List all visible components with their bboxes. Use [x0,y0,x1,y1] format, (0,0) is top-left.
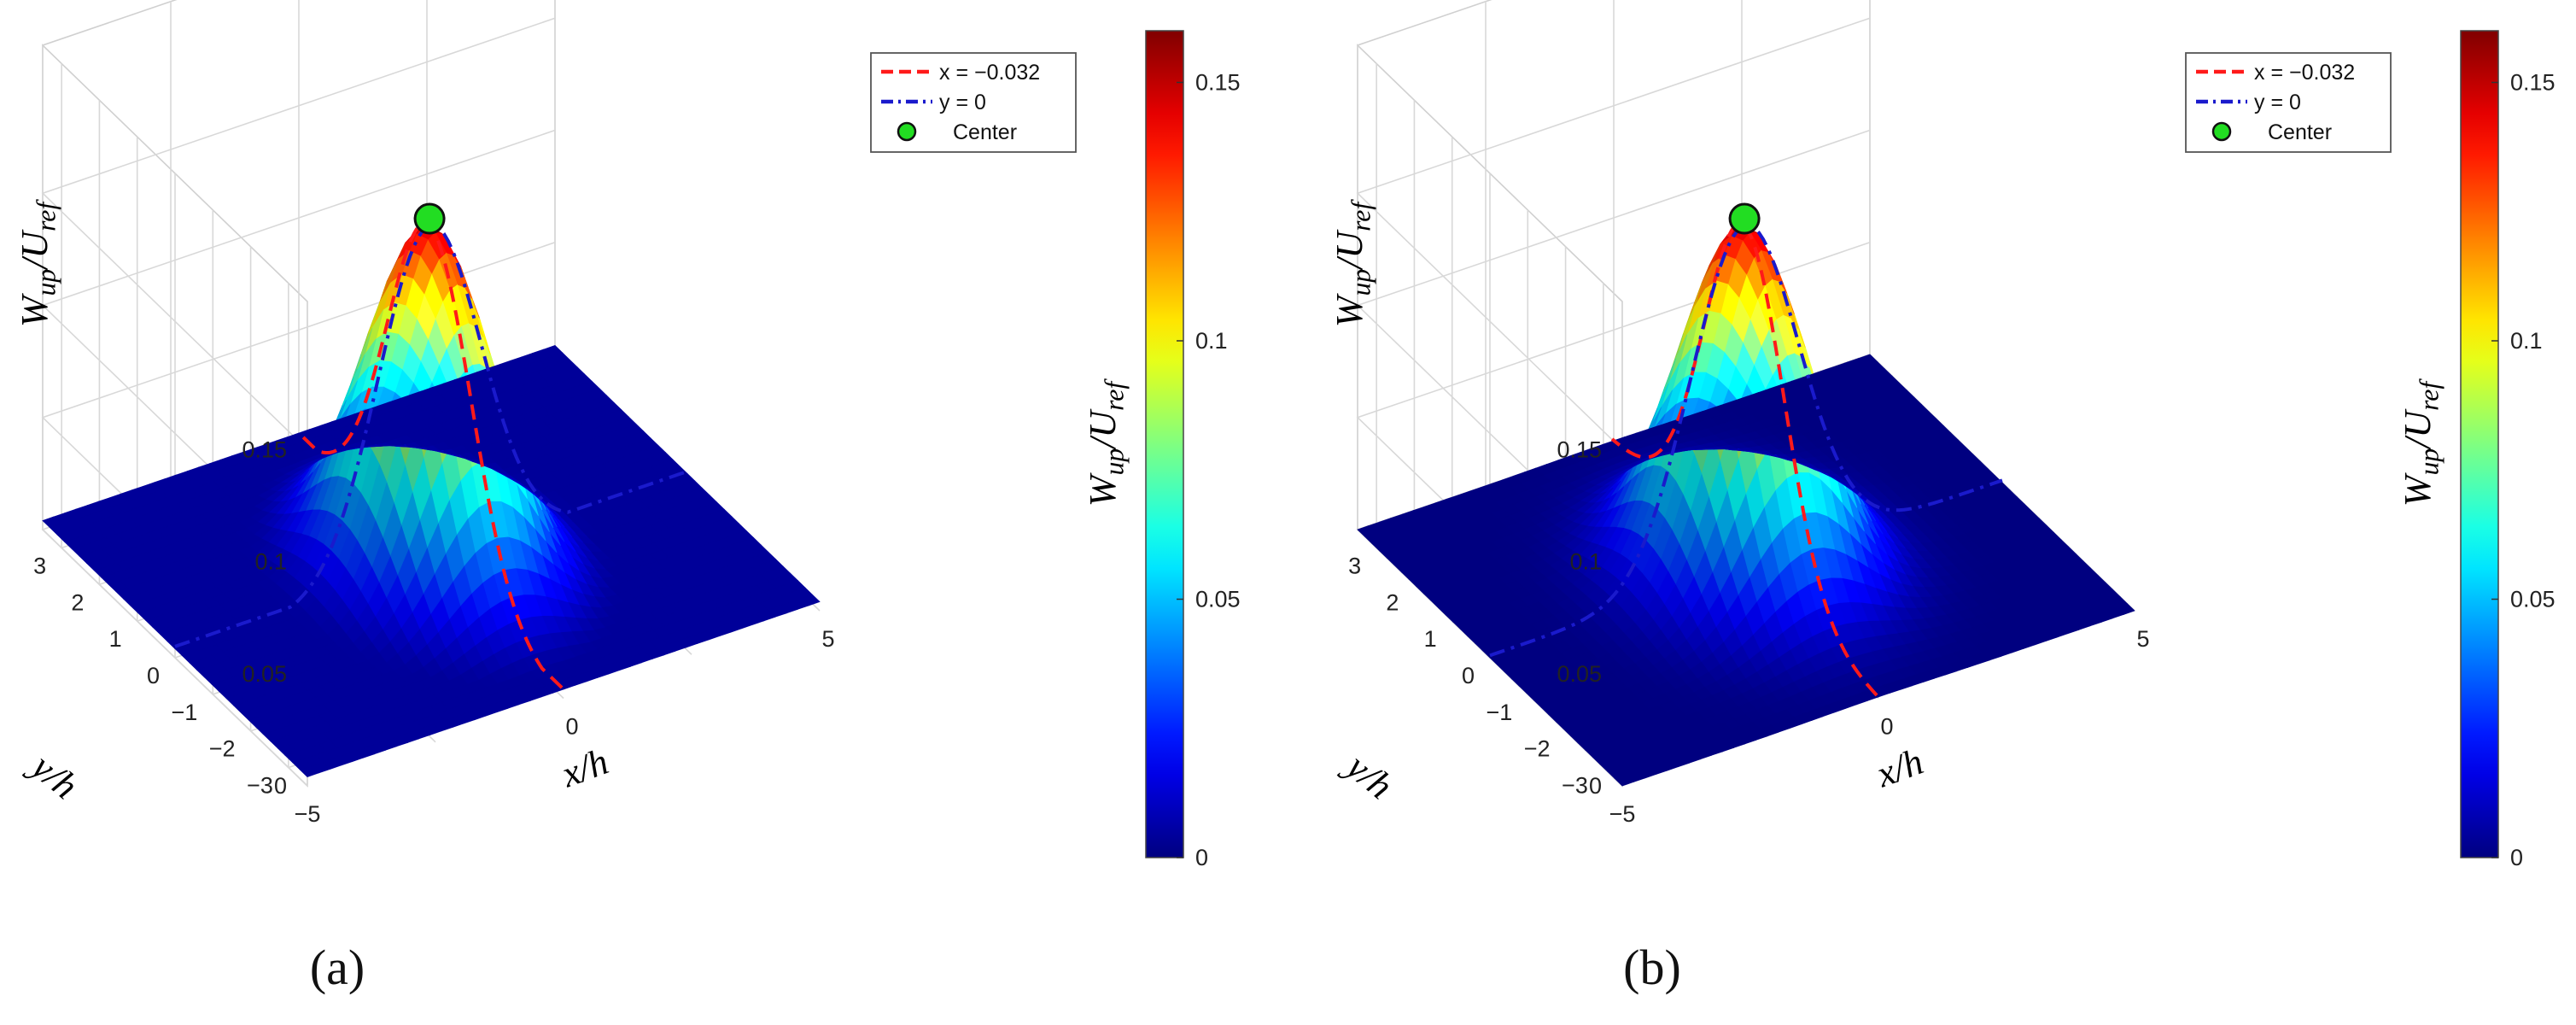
colorbar-tick-label: 0 [2510,845,2523,870]
legend-entry: x = −0.032 [939,61,1040,85]
center-marker [1728,202,1761,235]
colorbar-tick-label: 0 [1195,845,1208,870]
colorbar-title: Wup​/Uref​ [1082,378,1130,507]
x-axis-title: x/h [1870,741,1928,796]
y-tick-label: 0 [147,663,160,688]
y-tick-label: −2 [1524,736,1551,762]
z-axis-title: Wup​/Uref​ [1329,199,1376,328]
y-tick-label: −2 [209,736,236,762]
y-tick-label: 1 [109,626,122,652]
z-tick-label: 0.1 [254,549,287,575]
y-tick-label: 0 [1462,663,1475,688]
z-tick-label: 0.05 [242,661,287,687]
x-tick-label: 5 [2136,626,2149,652]
x-tick-label: −5 [1609,801,1636,827]
z-tick-label: 0.15 [1557,436,1602,462]
legend-swatch-center [2211,121,2232,142]
colorbar-tick-label: 0.05 [2510,587,2556,612]
legend-entry: Center [2268,120,2332,144]
legend-entry: y = 0 [2254,91,2301,114]
y-tick-label: −1 [1486,700,1512,725]
surface [42,225,821,777]
center-marker [413,202,446,235]
y-tick-label: 3 [33,553,46,578]
panel-label: (b) [1623,940,1681,995]
profile-lines [174,202,688,689]
x-tick-label: −5 [295,801,321,827]
y-axis-title: y/h [1336,743,1401,807]
profile-lines [1489,202,2003,697]
chart-panel-1: 00.050.10.153210−1−2−3−505Wup​/Uref​y/hx… [14,0,1241,995]
y-tick-label: 1 [1424,626,1437,652]
colorbar: 0 0.05 0.1 0.15 Wup​/Uref​ [2397,30,2556,870]
y-tick-label: −3 [247,773,273,799]
z-tick-label: 0 [1589,773,1602,799]
y-axis-title: y/h [21,743,86,807]
colorbar-tick-label: 0.1 [2510,328,2543,354]
chart-panel-2: 00.050.10.153210−1−2−3−505Wup​/Uref​y/hx… [1329,0,2556,995]
line-y-zero [174,223,688,648]
colorbar-gradient [2460,30,2499,858]
colorbar-tick-label: 0.05 [1195,587,1241,612]
z-tick-label: 0.15 [242,436,287,462]
z-axis-title: Wup​/Uref​ [14,199,61,328]
y-tick-label: 3 [1348,553,1361,578]
legend-swatch-center [897,121,917,142]
colorbar: 0 0.05 0.1 0.15 Wup​/Uref​ [1082,30,1241,870]
legend-entry: x = −0.032 [2254,61,2355,85]
colorbar-title: Wup​/Uref​ [2397,378,2445,507]
legend-entry: y = 0 [939,91,986,114]
line-x-const [1610,221,1878,697]
z-tick-label: 0.1 [1569,549,1602,575]
colorbar-tick-label: 0.15 [2510,70,2556,96]
z-tick-label: 0 [274,773,287,799]
axes: 00.050.10.153210−1−2−3−505Wup​/Uref​y/hx… [14,199,835,827]
x-tick-label: 0 [565,714,578,740]
legend-entry: Center [953,120,1017,144]
colorbar-gradient [1145,30,1184,858]
colorbar-tick-label: 0.15 [1195,70,1241,96]
colorbar-tick-label: 0.1 [1195,328,1228,354]
legend: x = −0.032 y = 0 Center [2185,52,2392,153]
axes: 00.050.10.153210−1−2−3−505Wup​/Uref​y/hx… [1329,199,2150,827]
y-tick-label: 2 [71,589,84,615]
z-tick-label: 0.05 [1557,661,1602,687]
y-tick-label: −3 [1562,773,1588,799]
x-tick-label: 5 [821,626,834,652]
x-axis-title: x/h [555,741,613,796]
x-tick-label: 0 [1880,714,1893,740]
legend: x = −0.032 y = 0 Center [870,52,1077,153]
y-tick-label: 2 [1386,589,1399,615]
panel-label: (a) [310,940,365,995]
y-tick-label: −1 [171,700,197,725]
